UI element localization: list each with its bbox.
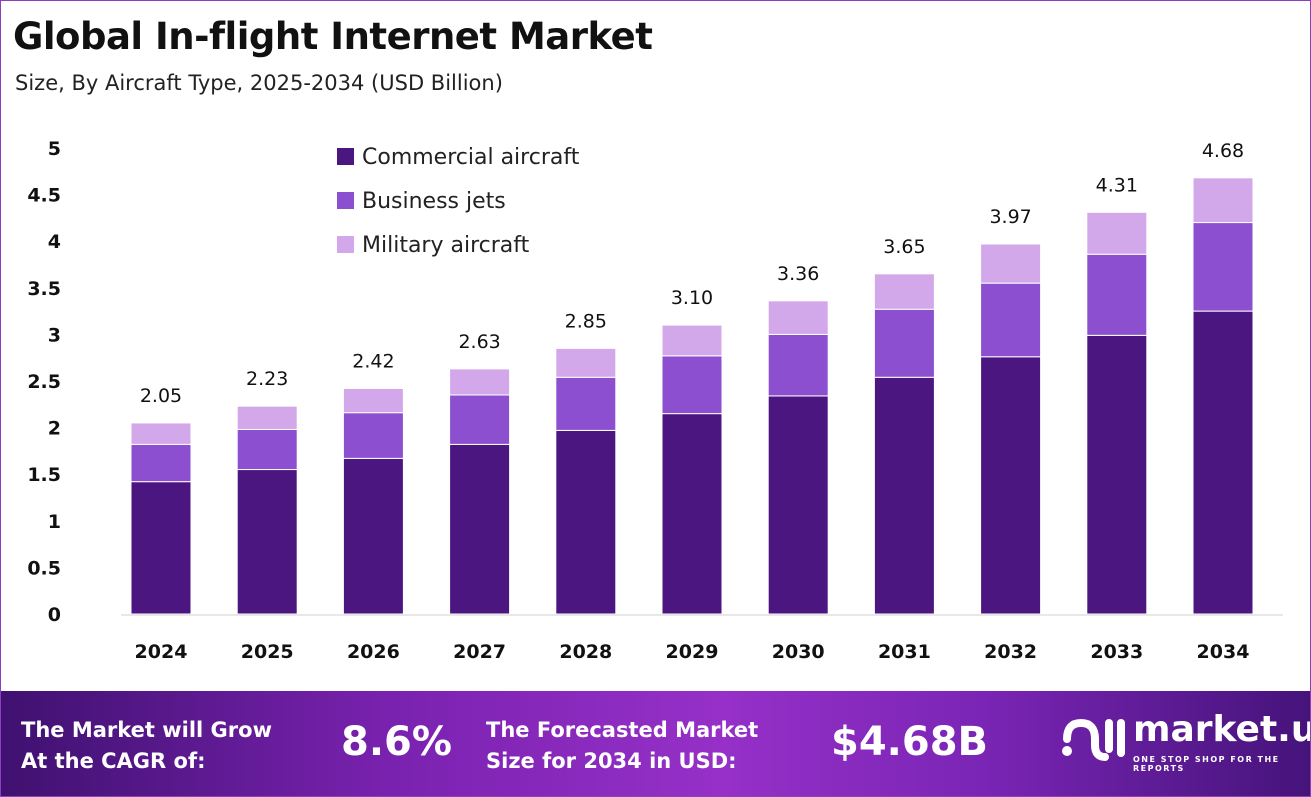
bar-business-jets xyxy=(555,376,617,431)
bar-military-aircraft xyxy=(1192,177,1254,224)
x-tick-label: 2027 xyxy=(453,641,506,663)
bar-military-aircraft xyxy=(1086,211,1148,255)
total-label: 2.05 xyxy=(140,385,182,407)
y-tick-label: 0.5 xyxy=(27,557,61,579)
y-tick-label: 2.5 xyxy=(27,371,61,393)
forecast-label-line1: The Forecasted Market xyxy=(486,718,759,742)
legend-label: Military aircraft xyxy=(362,233,530,258)
total-label: 2.42 xyxy=(352,350,394,372)
total-label: 4.31 xyxy=(1096,174,1138,196)
bar-military-aircraft xyxy=(767,300,829,335)
total-label: 2.85 xyxy=(565,310,607,332)
bar-business-jets xyxy=(130,443,192,483)
bar-commercial-aircraft xyxy=(661,413,723,615)
bar-business-jets xyxy=(1192,222,1254,312)
total-label: 4.68 xyxy=(1202,140,1244,162)
legend-swatch xyxy=(337,148,354,165)
bar-military-aircraft xyxy=(661,324,723,357)
cagr-value: 8.6% xyxy=(341,719,452,765)
bar-commercial-aircraft xyxy=(555,429,617,615)
bar-commercial-aircraft xyxy=(342,457,404,615)
x-tick-label: 2032 xyxy=(984,641,1037,663)
y-tick-label: 1 xyxy=(48,511,61,533)
summary-banner: The Market will Grow At the CAGR of: 8.6… xyxy=(1,691,1310,796)
stacked-bar-chart: 0 0.5 1 1.5 2 2.5 3 3.5 4 4.5 5 2.05 2024 2.23 2025 2.4… xyxy=(27,138,1283,663)
bar-military-aircraft xyxy=(449,368,511,396)
y-tick-label: 3 xyxy=(48,324,61,346)
forecast-value: $4.68B xyxy=(831,719,989,765)
x-tick-label: 2033 xyxy=(1090,641,1143,663)
chart-subtitle: Size, By Aircraft Type, 2025-2034 (USD B… xyxy=(15,71,503,95)
bar-commercial-aircraft xyxy=(873,376,935,615)
y-tick-label: 1.5 xyxy=(27,464,61,486)
forecast-label: The Forecasted Market Size for 2034 in U… xyxy=(486,715,758,777)
bar-commercial-aircraft xyxy=(449,443,511,615)
bar-business-jets xyxy=(980,282,1042,358)
chart-title: Global In-flight Internet Market xyxy=(13,15,653,58)
legend-swatch xyxy=(337,236,354,253)
total-label: 3.65 xyxy=(883,236,925,258)
bar-military-aircraft xyxy=(555,347,617,378)
bar-business-jets xyxy=(236,428,298,471)
legend-label: Business jets xyxy=(362,189,506,214)
bar-military-aircraft xyxy=(236,405,298,430)
total-label: 2.63 xyxy=(458,331,500,353)
legend-label: Commercial aircraft xyxy=(362,145,580,170)
y-tick-label: 0 xyxy=(48,604,61,626)
x-tick-label: 2034 xyxy=(1197,641,1250,663)
bar-business-jets xyxy=(661,355,723,415)
total-label: 2.23 xyxy=(246,368,288,390)
bar-commercial-aircraft xyxy=(130,481,192,615)
market-us-logo-icon xyxy=(1062,718,1125,761)
bar-commercial-aircraft xyxy=(1192,310,1254,615)
bar-business-jets xyxy=(767,333,829,397)
bar-commercial-aircraft xyxy=(980,356,1042,615)
bar-military-aircraft xyxy=(873,273,935,310)
y-tick-label: 2 xyxy=(48,418,61,440)
total-label: 3.36 xyxy=(777,263,819,285)
bar-business-jets xyxy=(1086,253,1148,336)
x-tick-label: 2028 xyxy=(559,641,612,663)
bar-business-jets xyxy=(873,308,935,378)
forecast-label-line2: Size for 2034 in USD: xyxy=(486,749,737,773)
x-tick-label: 2024 xyxy=(135,641,188,663)
cagr-label-line1: The Market will Grow xyxy=(21,718,272,742)
x-tick-label: 2031 xyxy=(878,641,931,663)
bar-military-aircraft xyxy=(980,243,1042,284)
bar-commercial-aircraft xyxy=(767,395,829,615)
total-label: 3.10 xyxy=(671,287,713,309)
legend-swatch xyxy=(337,192,354,209)
cagr-label: The Market will Grow At the CAGR of: xyxy=(21,715,272,777)
logo-tagline: ONE STOP SHOP FOR THE REPORTS xyxy=(1133,755,1280,773)
x-tick-label: 2029 xyxy=(666,641,719,663)
x-tick-label: 2026 xyxy=(347,641,400,663)
bar-military-aircraft xyxy=(130,422,192,445)
y-tick-label: 4 xyxy=(48,231,61,253)
bar-commercial-aircraft xyxy=(236,469,298,615)
bar-commercial-aircraft xyxy=(1086,334,1148,615)
total-label: 3.97 xyxy=(989,206,1031,228)
cagr-label-line2: At the CAGR of: xyxy=(21,749,206,773)
logo-text: market.us xyxy=(1133,709,1310,750)
y-tick-label: 3.5 xyxy=(27,278,61,300)
y-tick-label: 4.5 xyxy=(27,185,61,207)
x-tick-label: 2025 xyxy=(241,641,294,663)
bar-military-aircraft xyxy=(342,387,404,414)
y-tick-label: 5 xyxy=(48,138,61,160)
bar-business-jets xyxy=(342,412,404,459)
bar-business-jets xyxy=(449,394,511,445)
x-tick-label: 2030 xyxy=(772,641,825,663)
